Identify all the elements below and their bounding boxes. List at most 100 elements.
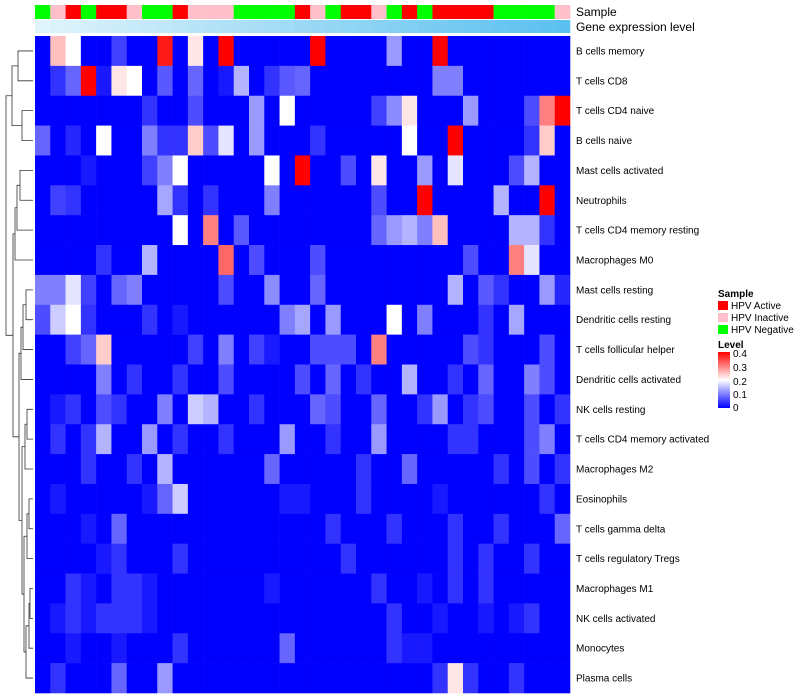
heatmap-cell [356, 185, 372, 216]
heatmap-cell [233, 394, 250, 425]
heatmap-cell [187, 573, 204, 604]
heatmap-cell [126, 573, 143, 604]
heatmap-cell [478, 424, 494, 455]
heatmap-cell [157, 454, 173, 485]
heatmap-cell [126, 394, 143, 425]
heatmap-cell [264, 454, 280, 485]
heatmap-cell [508, 394, 525, 425]
heatmap-cell [417, 245, 433, 276]
heatmap-cell [203, 424, 219, 455]
heatmap-cell [371, 394, 387, 425]
heatmap-cell [463, 155, 479, 186]
heatmap-cell [126, 215, 143, 246]
heatmap-cell [157, 95, 173, 126]
heatmap-cell [447, 245, 464, 276]
heatmap-cell [432, 394, 449, 425]
heatmap-cell [96, 543, 112, 574]
legend-swatch-hpv-active [718, 301, 728, 310]
dendrogram-branch [25, 289, 33, 321]
heatmap-cell [35, 185, 51, 216]
heatmap-cell [65, 543, 82, 574]
heatmap-cell [447, 36, 464, 67]
heatmap-cell [447, 185, 464, 216]
heatmap-cell [279, 215, 296, 246]
heatmap-cell [524, 245, 540, 276]
heatmap-cell [294, 394, 311, 425]
heatmap-cell [508, 125, 525, 156]
heatmap-cell [294, 603, 311, 634]
heatmap-cell [356, 663, 372, 694]
heatmap-cell [478, 543, 494, 574]
heatmap-cell [157, 424, 173, 455]
heatmap-cell [539, 633, 556, 664]
legend-swatch-hpv-negative [718, 325, 728, 334]
heatmap-cell [126, 65, 143, 97]
heatmap-cell [218, 155, 235, 186]
heatmap-cell [539, 603, 556, 634]
heatmap-cell [157, 483, 173, 515]
heatmap-cell [310, 274, 326, 306]
heatmap-cell [340, 155, 357, 186]
row-label: T cells CD4 memory resting [576, 226, 699, 237]
heatmap-cell [310, 125, 326, 156]
sample-annotation-cell [50, 5, 66, 19]
heatmap-cell [172, 394, 189, 425]
heatmap-cell [294, 543, 311, 574]
heatmap-cell [157, 543, 173, 574]
heatmap-cell [356, 513, 372, 544]
heatmap-cell [157, 513, 173, 544]
heatmap-cell [524, 424, 540, 455]
heatmap-cell [539, 483, 556, 515]
heatmap-cell [310, 424, 326, 455]
expression-annotation-cell [126, 20, 143, 33]
expression-annotation-cell [417, 20, 433, 33]
heatmap-cell [554, 274, 571, 306]
sample-annotation-cell [218, 5, 235, 19]
expression-annotation-cell [96, 20, 112, 33]
heatmap-cell [249, 513, 265, 544]
heatmap-cell [172, 573, 189, 604]
heatmap-cell [371, 215, 387, 246]
heatmap-cell [432, 364, 449, 395]
heatmap-cell [218, 274, 235, 306]
heatmap-cell [554, 304, 571, 335]
expression-annotation-cell [203, 20, 219, 33]
heatmap-cell [35, 304, 51, 335]
sample-annotation-cell [447, 5, 464, 19]
heatmap-cell [50, 573, 66, 604]
heatmap-cell [524, 215, 540, 246]
sample-annotation-cell [126, 5, 143, 19]
heatmap-cell [401, 573, 418, 604]
heatmap-cell [493, 185, 510, 216]
heatmap-cell [432, 36, 449, 67]
expression-annotation-cell [325, 20, 342, 33]
heatmap-cell [325, 424, 342, 455]
sample-annotation-cell [172, 5, 189, 19]
heatmap-cell [279, 125, 296, 156]
heatmap-cell [508, 603, 525, 634]
heatmap-cell [325, 304, 342, 335]
heatmap-cell [463, 36, 479, 67]
row-label: B cells memory [576, 46, 644, 57]
sample-annotation-cell [356, 5, 372, 19]
heatmap-cell [356, 245, 372, 276]
heatmap-cell [233, 364, 250, 395]
heatmap-cell [65, 603, 82, 634]
heatmap-cell [554, 663, 571, 694]
heatmap-cell [371, 483, 387, 515]
row-label: T cells CD8 [576, 76, 628, 87]
heatmap-cell [401, 245, 418, 276]
dendrogram-branch [12, 233, 19, 438]
heatmap-cell [50, 36, 66, 67]
heatmap-cell [386, 573, 403, 604]
heatmap-cell [96, 215, 112, 246]
heatmap-cell [371, 245, 387, 276]
heatmap-cell [493, 543, 510, 574]
expression-annotation-cell [80, 20, 97, 33]
heatmap-cell [386, 245, 403, 276]
heatmap-cell [432, 334, 449, 365]
heatmap-cell [126, 155, 143, 186]
heatmap-cell [508, 274, 525, 306]
heatmap-cell [371, 454, 387, 485]
heatmap-cell [294, 155, 311, 186]
